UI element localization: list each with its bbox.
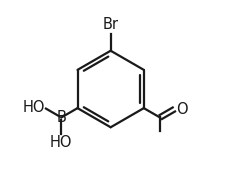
Text: O: O (175, 101, 187, 117)
Text: B: B (56, 110, 66, 125)
Text: Br: Br (102, 17, 118, 32)
Text: HO: HO (50, 135, 72, 150)
Text: HO: HO (22, 100, 45, 115)
